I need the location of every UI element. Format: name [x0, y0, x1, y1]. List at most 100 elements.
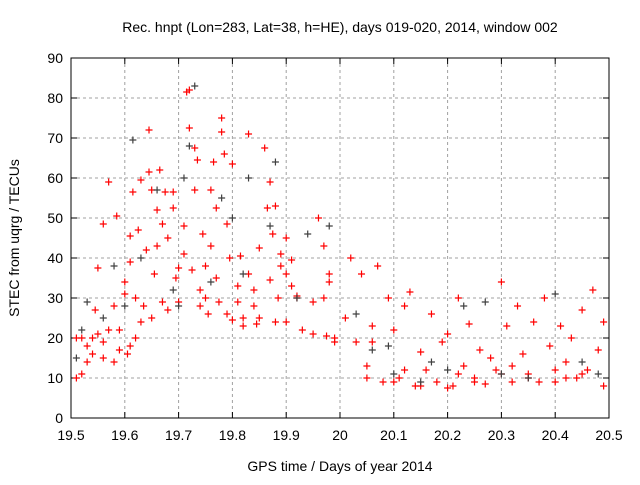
red-data-point: [220, 150, 228, 158]
red-data-point: [352, 338, 360, 346]
red-data-point: [255, 244, 263, 252]
red-data-point: [140, 302, 148, 310]
gray-data-point: [578, 358, 586, 366]
red-data-point: [600, 382, 608, 390]
gray-data-point: [218, 194, 226, 202]
red-data-point: [417, 348, 425, 356]
red-data-point: [164, 234, 172, 242]
red-data-point: [115, 326, 123, 334]
gray-data-point: [245, 174, 253, 182]
red-data-point: [422, 366, 430, 374]
axis-ticks: 19.5 19.6 19.7 19.8 19.9 20 20.1 20.2 20.3 20.4 20…: [47, 50, 622, 443]
red-data-point: [266, 276, 274, 284]
gray-data-point: [228, 214, 236, 222]
y-tick-label: 90: [47, 50, 63, 66]
red-data-point: [234, 298, 242, 306]
red-data-point: [433, 378, 441, 386]
red-data-point: [444, 330, 452, 338]
gray-data-point: [551, 290, 559, 298]
gray-data-point: [175, 302, 183, 310]
red-data-point: [323, 332, 331, 340]
x-tick-label: 20.2: [434, 427, 461, 443]
red-data-point: [427, 310, 435, 318]
red-data-point: [551, 366, 559, 374]
red-data-point: [471, 378, 478, 386]
red-data-point: [325, 270, 333, 278]
red-data-point: [454, 294, 462, 302]
red-data-point: [193, 156, 201, 164]
red-data-point: [492, 366, 500, 374]
y-tick-label: 80: [47, 90, 63, 106]
red-data-point: [202, 262, 209, 270]
x-tick-label: 20.5: [595, 427, 622, 443]
red-data-point: [589, 286, 597, 294]
red-data-point: [83, 342, 91, 350]
red-data-point: [331, 338, 339, 346]
gray-data-point: [352, 310, 360, 318]
red-data-point: [384, 294, 392, 302]
red-data-point: [158, 298, 166, 306]
red-data-point: [126, 342, 134, 350]
red-data-point: [282, 270, 290, 278]
red-data-point: [535, 378, 543, 386]
y-tick-label: 40: [47, 250, 63, 266]
red-data-point: [250, 286, 258, 294]
red-data-point: [215, 298, 223, 306]
x-axis-label: GPS time / Days of year 2014: [247, 458, 432, 474]
red-data-point: [105, 326, 113, 334]
red-data-point: [180, 250, 188, 258]
red-data-point: [105, 178, 113, 186]
red-data-point: [226, 254, 234, 262]
red-data-point: [253, 320, 261, 328]
x-tick-label: 19.9: [273, 427, 300, 443]
red-data-point: [395, 374, 403, 382]
red-data-point: [239, 322, 247, 330]
red-data-point: [406, 288, 414, 296]
red-data-point: [89, 350, 97, 358]
red-data-point: [164, 306, 172, 314]
gray-data-point: [83, 298, 91, 306]
red-data-point: [274, 294, 282, 302]
red-data-point: [508, 362, 516, 370]
gray-data-point: [390, 370, 398, 378]
y-tick-label: 10: [47, 370, 63, 386]
red-data-point: [132, 294, 140, 302]
red-data-point: [169, 204, 177, 212]
red-data-point: [72, 374, 80, 382]
red-data-point: [236, 252, 244, 260]
red-data-point: [444, 384, 452, 392]
gray-data-point: [444, 366, 452, 374]
red-data-point: [401, 302, 409, 310]
red-data-point: [271, 202, 279, 210]
gray-data-point: [129, 136, 137, 144]
red-data-point: [207, 186, 215, 194]
red-data-point: [223, 220, 231, 228]
red-data-point: [277, 250, 285, 258]
red-data-point: [551, 378, 559, 386]
red-data-point: [401, 366, 409, 374]
red-data-point: [223, 310, 231, 318]
red-data-point: [89, 334, 97, 342]
y-tick-label: 70: [47, 130, 63, 146]
red-data-point: [78, 334, 86, 342]
red-data-point: [185, 86, 193, 94]
red-data-point: [347, 254, 355, 262]
red-data-point: [562, 374, 570, 382]
red-data-point: [180, 222, 188, 230]
red-data-point: [454, 370, 462, 378]
red-data-point: [228, 160, 236, 168]
red-data-point: [368, 338, 376, 346]
red-data-point: [185, 124, 193, 132]
red-data-point: [530, 318, 538, 326]
red-data-point: [121, 278, 129, 286]
red-data-point: [188, 266, 196, 274]
red-data-point: [204, 310, 212, 318]
x-tick-label: 20: [332, 427, 348, 443]
red-data-point: [145, 126, 153, 134]
red-data-point: [465, 320, 473, 328]
gray-data-point: [384, 342, 392, 350]
red-data-point: [269, 230, 277, 238]
gray-data-point: [180, 174, 188, 182]
red-data-point: [374, 262, 382, 270]
red-data-point: [132, 334, 140, 342]
